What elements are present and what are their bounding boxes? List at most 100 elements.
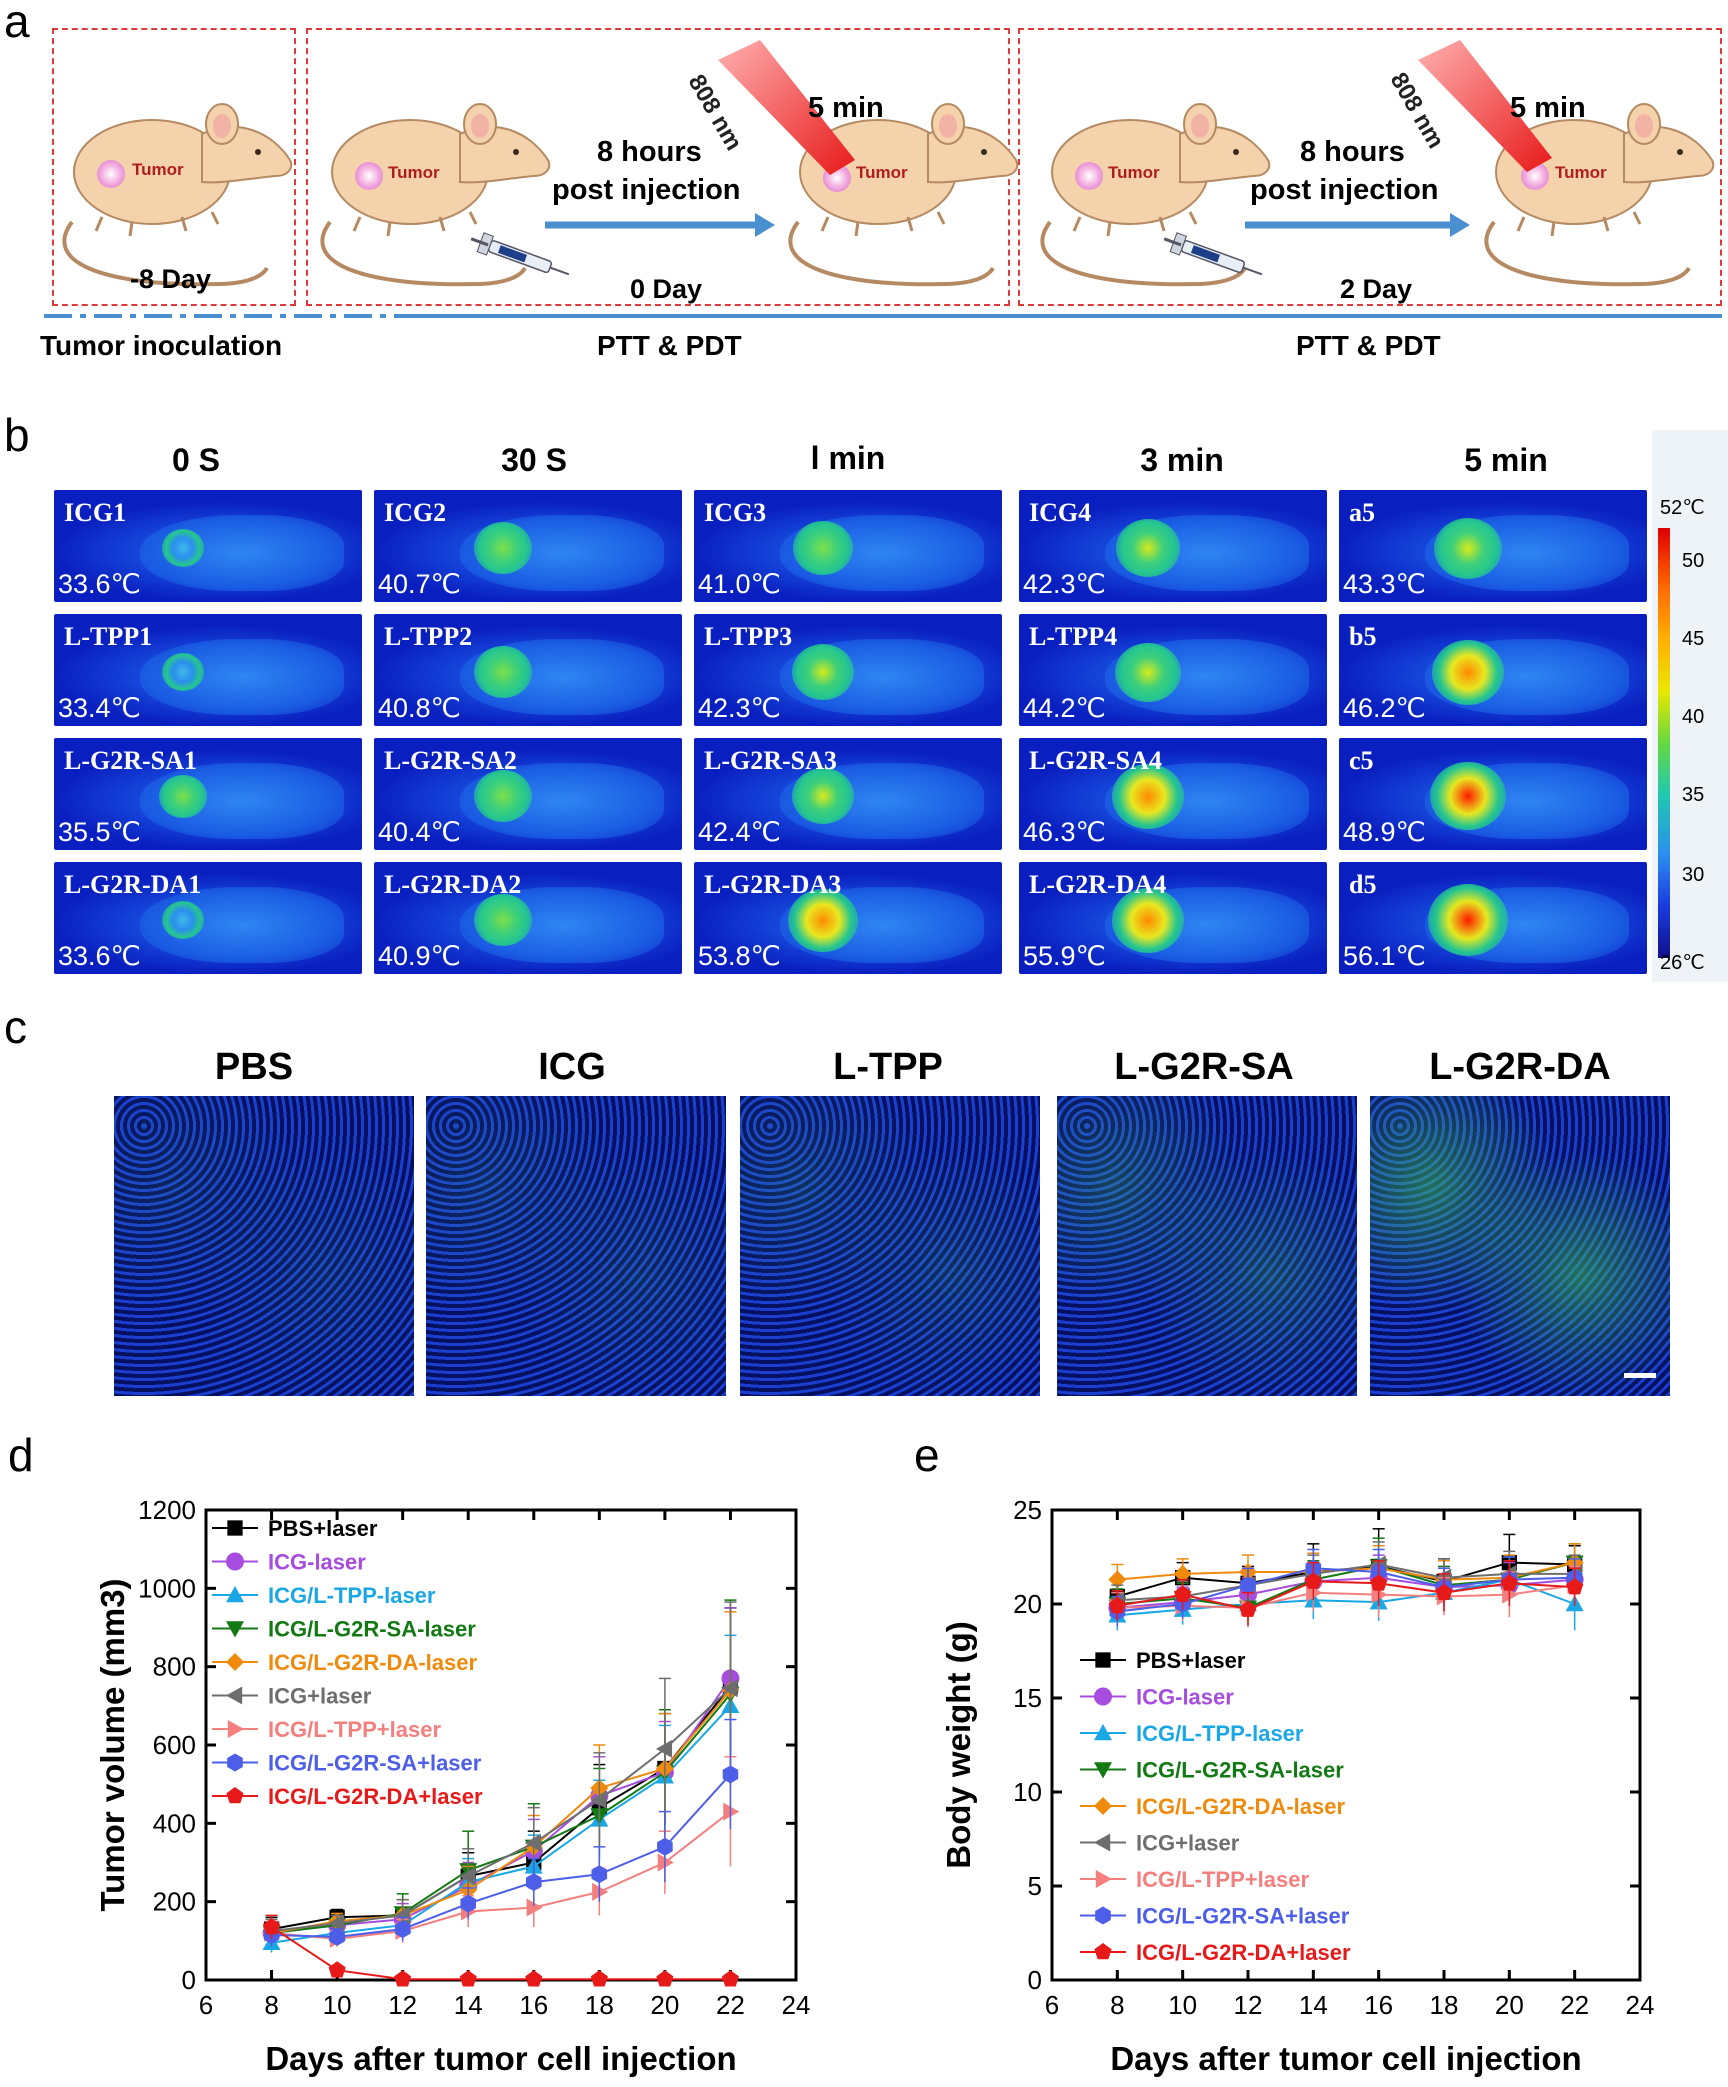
thermal-image-r2-c1: L-TPP1 33.4℃: [54, 614, 362, 726]
thermal-image-r1-c2: ICG2 40.7℃: [374, 490, 682, 602]
x-tick-label: 20: [650, 1990, 679, 2020]
series-line-icg-l-g2r-sa-laser: [271, 1773, 732, 1938]
legend-marker-icg-l-g2r-da-laser: [226, 1787, 244, 1804]
day-0-label: 0 Day: [630, 274, 703, 304]
thermal-image-r3-c5: c5 48.9℃: [1339, 738, 1647, 850]
point-icg-l-g2r-sa-laser: [526, 1873, 542, 1892]
x-tick-label: 12: [1234, 1990, 1263, 2020]
thermal-image-r2-c3: L-TPP3 42.3℃: [694, 614, 1002, 726]
point-icg-l-g2r-sa-laser: [657, 1837, 673, 1856]
point-icg-l-g2r-da-laser: [721, 1970, 739, 1987]
y-tick-label: 200: [153, 1887, 196, 1917]
thermal-temperature: 40.8℃: [378, 693, 461, 723]
thermal-label: L-G2R-DA2: [384, 870, 522, 899]
thermal-image-r2-c5: b5 46.2℃: [1339, 614, 1647, 726]
thermal-label: a5: [1349, 498, 1375, 527]
panel-label-e: e: [914, 1429, 940, 1481]
thermal-label: L-G2R-DA4: [1029, 870, 1167, 899]
colorbar-tick-45: 45: [1682, 628, 1705, 650]
thermal-image-r4-c3: L-G2R-DA3 53.8℃: [694, 862, 1002, 974]
thermal-temperature: 48.9℃: [1343, 817, 1426, 847]
thermal-temperature: 43.3℃: [1343, 569, 1426, 599]
thermal-temperature: 41.0℃: [698, 569, 781, 599]
legend-label-icg-laser: ICG+laser: [1136, 1831, 1240, 1856]
y-tick-label: 25: [1013, 1495, 1042, 1525]
tumor-icon: [97, 160, 125, 188]
schema-box-day2: [1018, 28, 1722, 306]
thermal-temperature: 46.2℃: [1343, 693, 1426, 723]
x-tick-label: 22: [716, 1990, 745, 2020]
microscopy-image-5: [1370, 1096, 1670, 1396]
tumor-volume-chart: 6 8 10 12 14 16 18 20 22 24 0 200 400 600 800 1000 1200 D…: [94, 1495, 811, 2077]
x-tick-label: 16: [519, 1990, 548, 2020]
micro-label-0: PBS: [214, 1046, 294, 1088]
column-header-1: 30 S: [501, 442, 567, 478]
legend-marker-icg-l-g2r-da-laser: [226, 1653, 244, 1671]
point-icg-l-tpp-laser: [592, 1882, 609, 1901]
point-icg-l-g2r-sa-laser: [722, 1765, 739, 1784]
point-icg-laser: [328, 1914, 345, 1933]
x-axis-label: Days after tumor cell injection: [1110, 2040, 1581, 2077]
colorbar-min: 26℃: [1660, 952, 1705, 974]
thermal-label: b5: [1349, 622, 1377, 651]
point-icg-l-g2r-da-laser: [1239, 1600, 1257, 1617]
microscopy-image-2: [426, 1096, 726, 1396]
legend-marker-icg-l-tpp-laser: [1095, 1870, 1112, 1888]
legend-marker-icg-l-tpp-laser: [227, 1720, 244, 1738]
legend-marker-pbs-laser: [227, 1520, 243, 1536]
tumor-label-5: Tumor: [1555, 163, 1607, 182]
duration-label-b: 5 min: [1510, 92, 1586, 124]
legend-label-icg-laser: ICG+laser: [268, 1684, 372, 1709]
legend-label-icg-l-tpp-laser: ICG/L-TPP-laser: [1136, 1721, 1304, 1746]
point-icg-l-g2r-da-laser: [1435, 1583, 1453, 1600]
x-tick-label: 6: [1045, 1990, 1059, 2020]
point-icg-l-g2r-da-laser: [1174, 1585, 1192, 1602]
thermal-label: ICG2: [384, 498, 447, 527]
thermal-image-r1-c3: ICG3 41.0℃: [694, 490, 1002, 602]
y-tick-label: 20: [1013, 1589, 1042, 1619]
thermal-temperature: 53.8℃: [698, 941, 781, 971]
legend-marker-icg-l-tpp-laser: [1094, 1724, 1112, 1741]
x-tick-label: 24: [782, 1990, 811, 2020]
series-line-icg-l-g2r-da-laser: [271, 1689, 732, 1934]
post-injection-line1-a: 8 hours: [597, 136, 702, 168]
legend-label-icg-l-g2r-da-laser: ICG/L-G2R-DA-laser: [1136, 1794, 1345, 1819]
micro-label-1: ICG: [538, 1046, 606, 1088]
series-line-icg-l-tpp-laser: [271, 1705, 732, 1944]
point-icg-l-g2r-sa-laser: [460, 1894, 476, 1913]
thermal-image-r2-c4: L-TPP4 44.2℃: [1019, 614, 1327, 726]
thermal-label: ICG4: [1029, 498, 1092, 527]
microscopy-image-1: [114, 1096, 414, 1396]
point-icg-l-g2r-da-laser: [1566, 1578, 1584, 1595]
point-icg-laser: [721, 1679, 738, 1698]
legend-marker-pbs-laser: [1095, 1652, 1111, 1668]
series-line-icg-l-tpp-laser: [271, 1810, 732, 1940]
legend-marker-icg-l-g2r-sa-laser: [226, 1621, 244, 1638]
legend-label-icg-l-g2r-da-laser: ICG/L-G2R-DA+laser: [1136, 1940, 1351, 1965]
y-axis-label: Body weight (g): [940, 1621, 977, 1868]
point-icg-laser: [590, 1790, 607, 1809]
legend-marker-icg-laser: [226, 1686, 243, 1705]
thermal-image-r3-c4: L-G2R-SA4 46.3℃: [1019, 738, 1327, 850]
x-tick-label: 16: [1364, 1990, 1393, 2020]
colorbar: [1658, 528, 1670, 958]
y-tick-label: 600: [153, 1730, 196, 1760]
thermal-temperature: 40.4℃: [378, 817, 461, 847]
post-injection-line1-b: 8 hours: [1300, 136, 1405, 168]
thermal-image-r4-c5: d5 56.1℃: [1339, 862, 1647, 974]
thermal-temperature: 42.3℃: [1023, 569, 1106, 599]
x-tick-label: 10: [323, 1990, 352, 2020]
schema-illustrations: [44, 40, 1722, 318]
duration-label-a: 5 min: [808, 92, 884, 124]
x-tick-label: 8: [1110, 1990, 1124, 2020]
thermal-temperature: 56.1℃: [1343, 941, 1426, 971]
x-tick-label: 24: [1626, 1990, 1655, 2020]
series-line-icg-l-g2r-da-laser: [1117, 1580, 1575, 1611]
thermal-temperature: 42.4℃: [698, 817, 781, 847]
thermal-image-r4-c1: L-G2R-DA1 33.6℃: [54, 862, 362, 974]
ptt-pdt-label-2: PTT & PDT: [1296, 330, 1441, 361]
legend-marker-icg-l-tpp-laser: [226, 1586, 244, 1603]
legend-marker-icg-l-g2r-sa-laser: [227, 1753, 243, 1772]
thermal-temperature: 33.4℃: [58, 693, 141, 723]
point-icg-l-g2r-da-laser: [1173, 1564, 1192, 1583]
